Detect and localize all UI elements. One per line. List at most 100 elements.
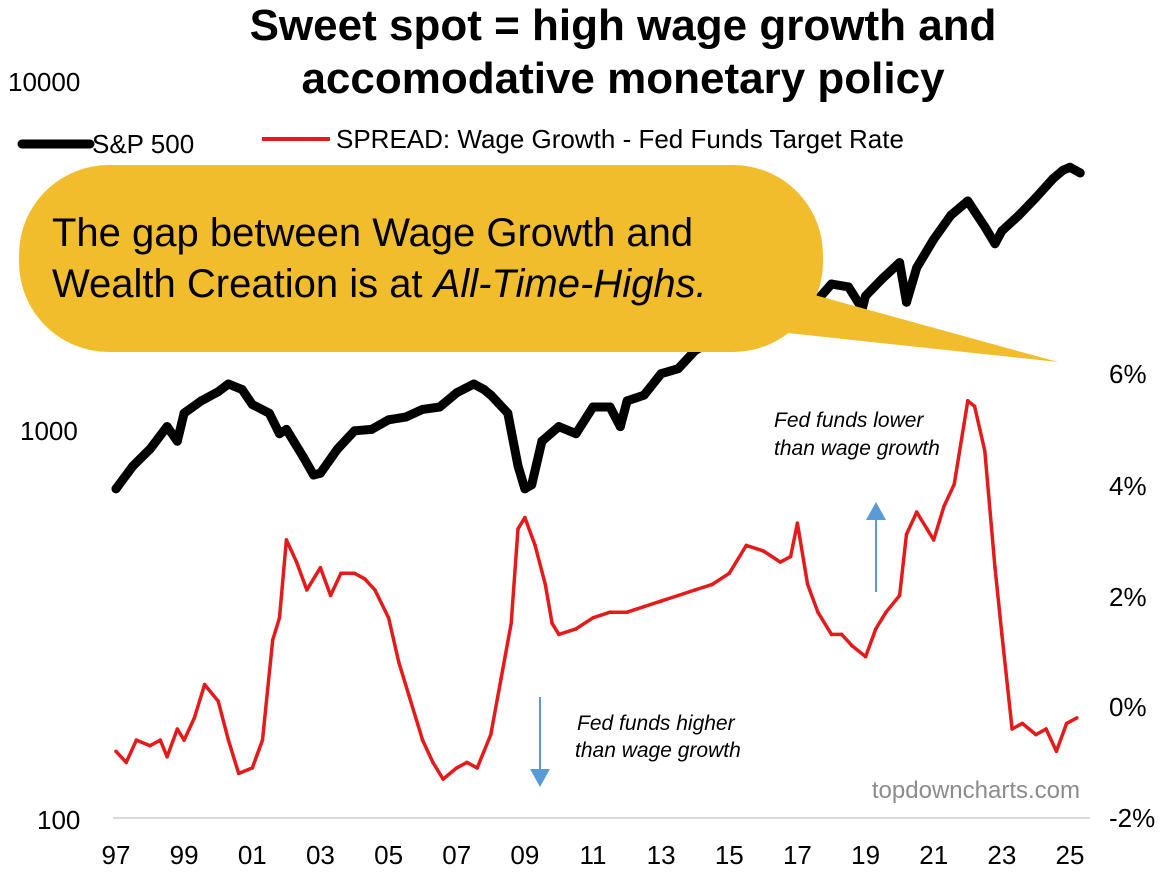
data-point <box>315 468 325 478</box>
callout-line-2-prefix: Wealth Creation is at <box>52 262 434 306</box>
data-point <box>816 610 820 614</box>
right-tick-label: -2% <box>1109 803 1155 833</box>
data-point <box>1044 727 1048 731</box>
data-point <box>952 482 956 487</box>
right-tick-label: 4% <box>1109 471 1147 501</box>
data-point <box>963 196 973 206</box>
data-point <box>778 560 783 564</box>
data-point <box>1054 749 1059 754</box>
callout-pointer <box>760 280 1058 362</box>
annotation-upper: Fed funds lower than wage growth <box>774 409 940 592</box>
data-point <box>622 396 632 406</box>
data-point <box>861 291 871 301</box>
data-point <box>983 449 987 453</box>
data-point <box>1065 162 1075 172</box>
data-point <box>904 532 909 537</box>
data-point <box>339 571 343 576</box>
data-point <box>305 588 309 592</box>
x-tick-label: 25 <box>1056 840 1085 870</box>
data-point <box>527 480 537 490</box>
data-point <box>1075 168 1085 178</box>
annotation-upper-line-2: than wage growth <box>774 437 940 460</box>
data-point <box>912 263 922 273</box>
data-point <box>148 743 152 748</box>
x-tick-label: 23 <box>987 840 1016 870</box>
data-point <box>827 279 836 289</box>
data-point <box>479 385 489 394</box>
data-point <box>1010 727 1014 731</box>
data-point <box>503 408 513 418</box>
data-point <box>465 760 469 765</box>
data-point <box>509 621 513 626</box>
data-point <box>533 543 537 548</box>
data-point <box>196 396 206 406</box>
data-point <box>878 273 888 283</box>
data-point <box>386 616 391 620</box>
data-point <box>727 571 732 576</box>
data-point <box>162 422 172 432</box>
data-point <box>1000 632 1004 637</box>
data-point <box>418 404 428 414</box>
callout-line-2-italic: All-Time-Highs. <box>432 262 707 306</box>
data-point <box>158 738 163 742</box>
data-point <box>914 510 919 514</box>
x-tick-label: 19 <box>851 840 880 870</box>
x-tick-label: 05 <box>374 840 403 870</box>
data-point <box>223 379 233 389</box>
data-point <box>333 444 342 454</box>
data-point <box>309 470 319 480</box>
data-point <box>134 738 139 742</box>
data-point <box>275 429 284 439</box>
data-point <box>277 616 282 620</box>
data-point <box>179 408 189 418</box>
spread-points <box>114 399 1079 781</box>
x-tick-label: 03 <box>306 840 335 870</box>
data-point <box>284 538 289 542</box>
data-point <box>454 766 459 770</box>
data-point <box>401 412 411 422</box>
annotation-lower-line-2: than wage growth <box>575 739 741 762</box>
data-point <box>111 484 121 494</box>
data-point <box>980 222 990 232</box>
data-point <box>407 693 411 698</box>
data-point <box>931 538 936 542</box>
data-point <box>165 755 169 759</box>
down-arrow-icon <box>530 769 550 787</box>
data-point <box>997 226 1007 236</box>
right-axis: 6% 4% 2% 0% -2% <box>1109 359 1155 833</box>
data-point <box>554 422 564 432</box>
annotation-lower-line-1: Fed funds higher <box>577 712 736 735</box>
data-point <box>192 716 197 720</box>
data-point <box>615 422 625 432</box>
data-point <box>972 404 977 409</box>
data-point <box>486 390 496 400</box>
data-point <box>397 660 401 665</box>
data-point <box>850 643 854 648</box>
data-point <box>1034 732 1038 737</box>
legend: S&P 500 SPREAD: Wage Growth - Fed Funds … <box>17 124 904 159</box>
data-point <box>373 588 377 592</box>
data-point <box>175 727 180 731</box>
data-point <box>625 610 629 614</box>
data-point <box>795 521 800 525</box>
data-point <box>441 777 445 781</box>
data-point <box>328 593 333 598</box>
data-point <box>656 369 666 379</box>
data-point <box>435 402 445 412</box>
spread-series-line <box>114 399 1078 781</box>
data-point <box>182 738 186 742</box>
left-tick-label: 10000 <box>8 67 80 97</box>
data-point <box>124 760 128 765</box>
x-tick-label: 07 <box>442 840 471 870</box>
data-point <box>874 627 878 631</box>
callout-line-1: The gap between Wage Growth and <box>52 211 693 255</box>
data-point <box>513 461 523 471</box>
data-point <box>605 402 615 412</box>
left-tick-label: 100 <box>37 805 80 835</box>
data-point <box>367 424 376 434</box>
data-point <box>318 565 323 570</box>
chart-title-line-1: Sweet spot = high wage growth and <box>250 1 997 50</box>
left-tick-label: 1000 <box>20 416 78 446</box>
data-point <box>993 565 997 570</box>
